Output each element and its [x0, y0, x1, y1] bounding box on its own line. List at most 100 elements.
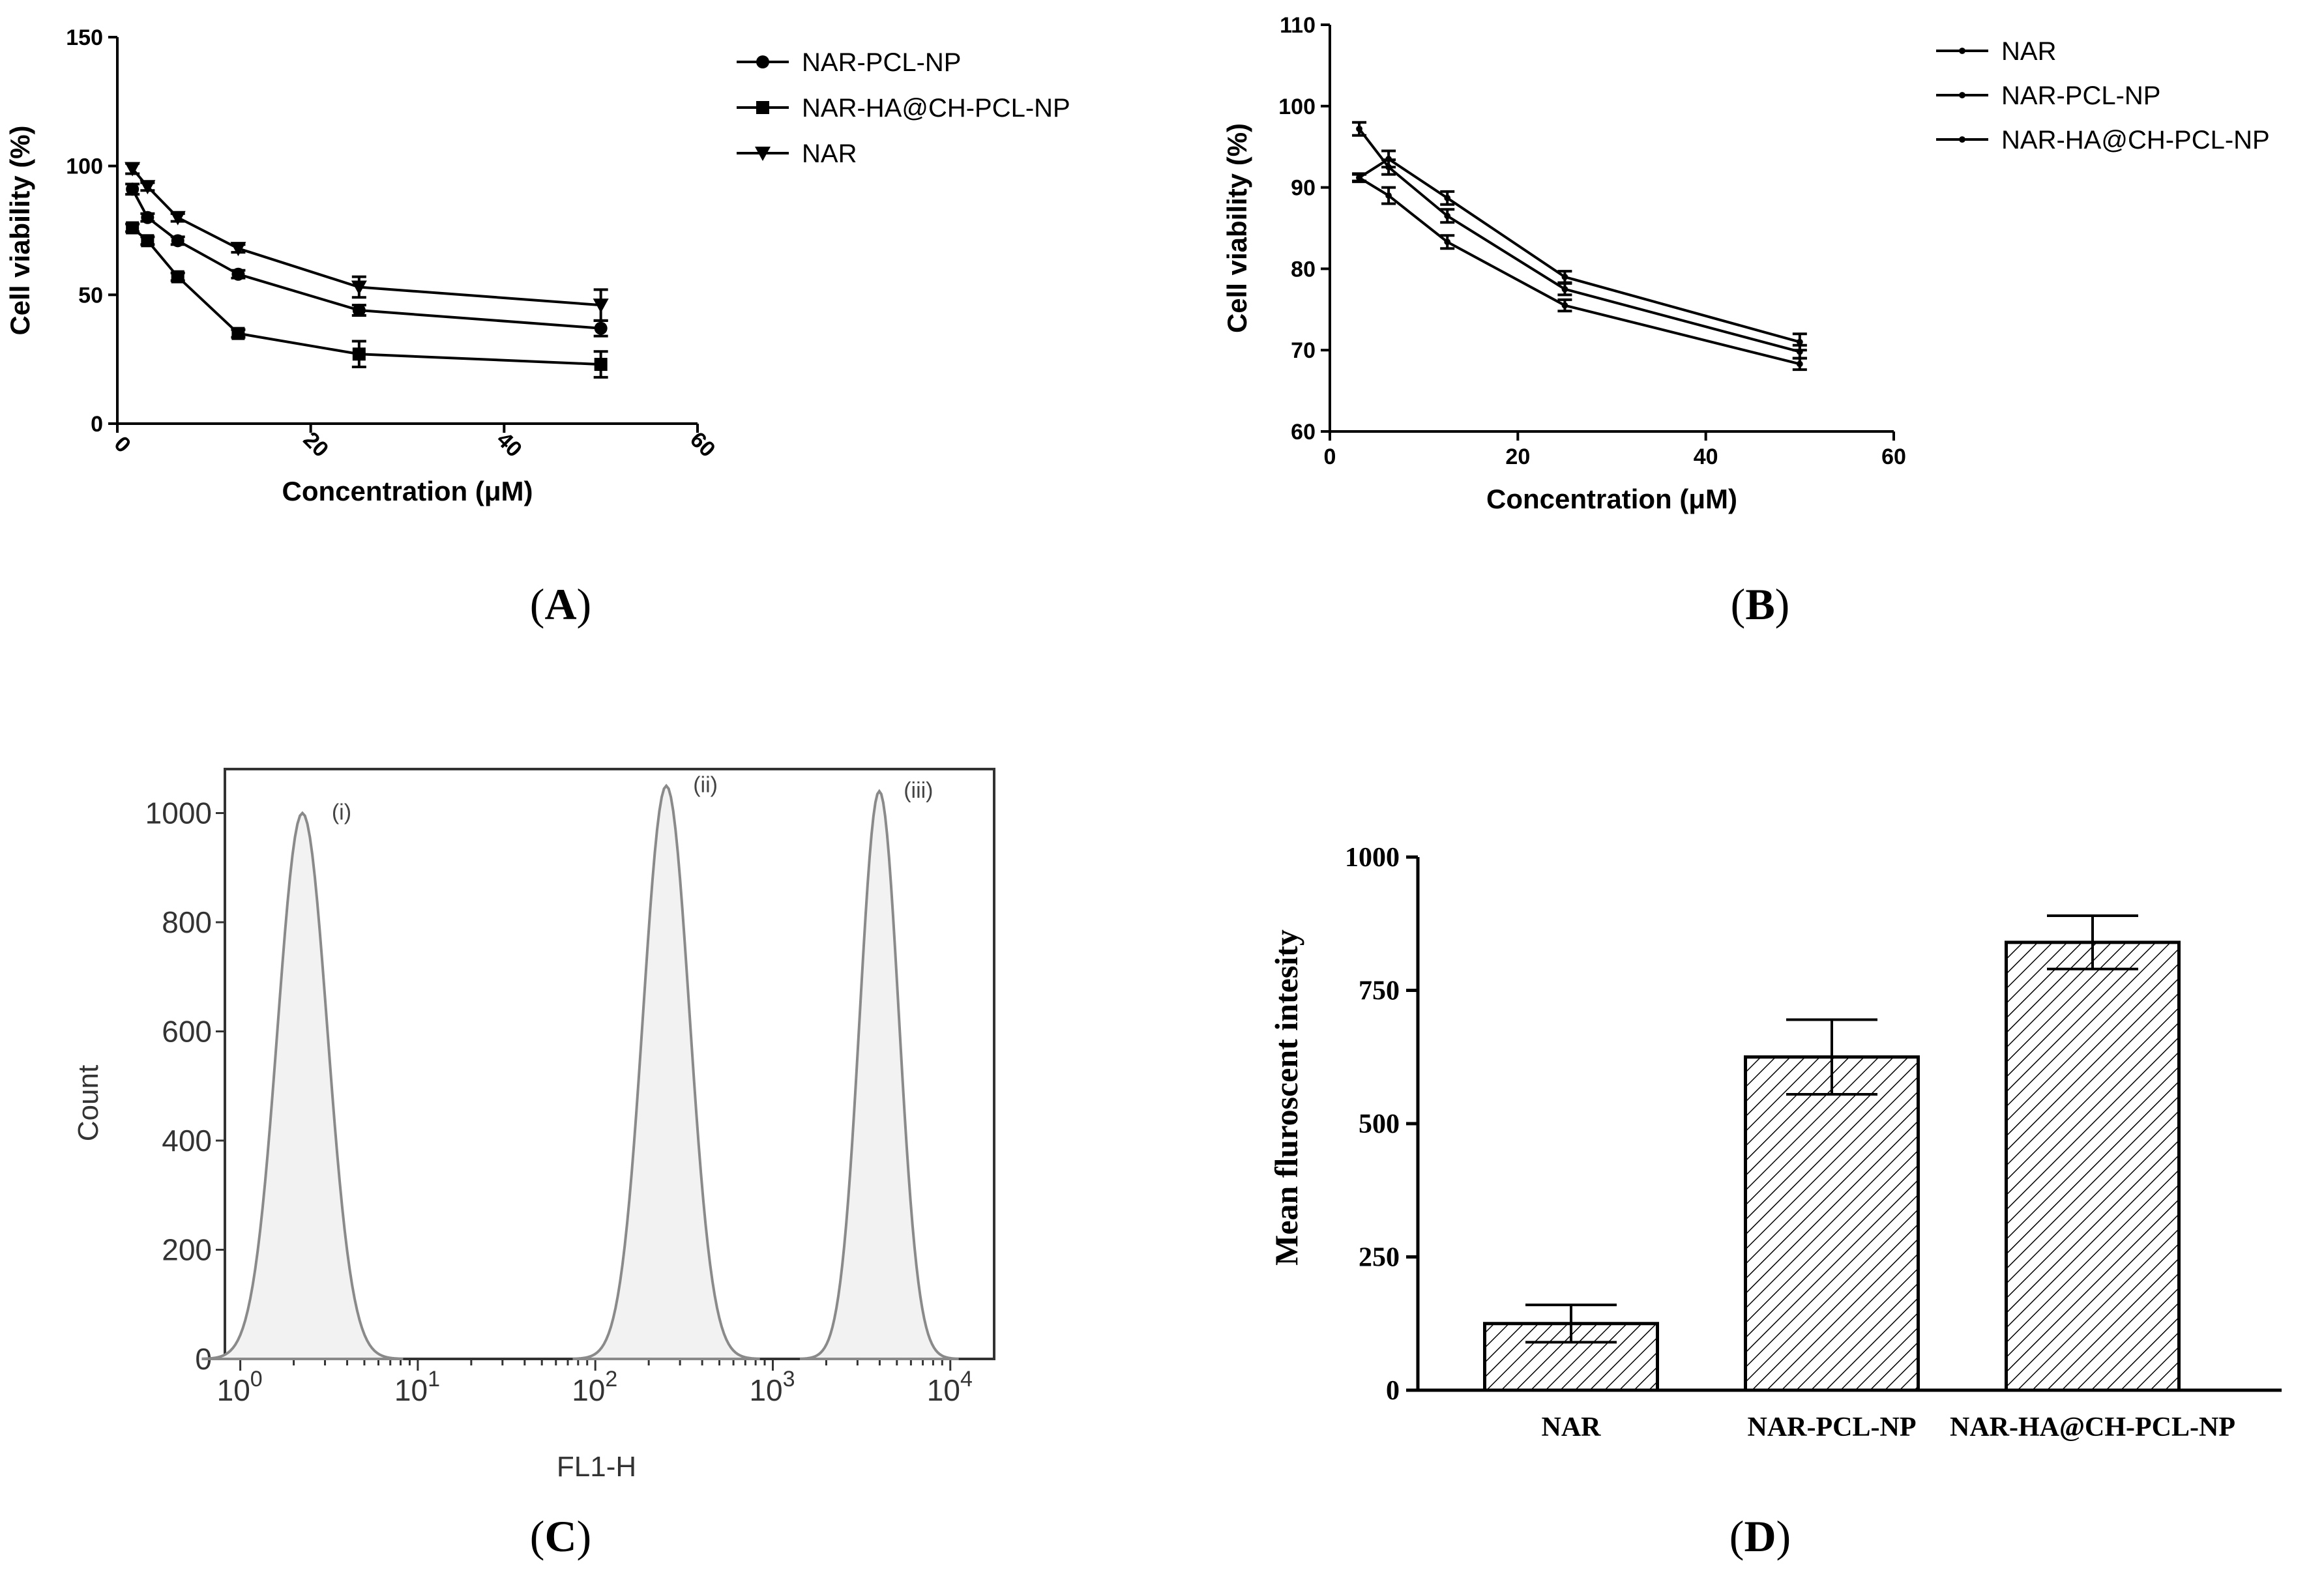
y-tick-label: 1000: [1345, 843, 1400, 873]
data-point: [126, 182, 140, 196]
data-point: [352, 347, 366, 361]
data-point: [1444, 194, 1451, 201]
x-tick-exponent: 3: [783, 1367, 795, 1392]
caption-a: (A): [530, 579, 591, 629]
legend-marker: [1959, 48, 1965, 54]
y-tick-label: 500: [1359, 1109, 1400, 1139]
data-point: [1796, 348, 1803, 355]
y-tick-label: 1000: [145, 796, 212, 830]
y-tick-label: 600: [162, 1015, 212, 1049]
peak-label: (i): [332, 800, 351, 825]
y-tick-label: 80: [1291, 257, 1316, 282]
data-point: [594, 358, 608, 372]
legend-label: NAR: [2001, 37, 2056, 66]
y-tick-label: 90: [1291, 176, 1316, 201]
bar: [2005, 940, 2181, 1392]
x-tick-exponent: 1: [428, 1367, 440, 1392]
x-tick-exponent: 4: [960, 1367, 973, 1392]
data-point: [1356, 174, 1362, 181]
legend-label: NAR-PCL-NP: [802, 48, 961, 77]
y-tick-label: 110: [1280, 13, 1316, 38]
histogram-peak: [572, 783, 760, 1360]
legend-marker: [755, 147, 771, 161]
data-point: [1561, 285, 1568, 293]
data-point: [1356, 125, 1362, 132]
data-point: [171, 270, 184, 284]
data-point: [352, 304, 366, 317]
y-axis-title: Mean fluroscent intesity: [1268, 929, 1304, 1266]
y-tick-label: 800: [162, 905, 212, 939]
data-point: [141, 211, 154, 224]
data-point: [231, 327, 245, 340]
peak-label: (ii): [693, 773, 718, 798]
caption-d: (D): [1729, 1511, 1791, 1561]
legend-label: NAR: [802, 139, 857, 168]
caption-d-letter: D: [1744, 1511, 1776, 1561]
data-point: [171, 234, 184, 248]
x-axis-title: FL1-H: [557, 1451, 636, 1483]
legend-label: NAR-HA@CH-PCL-NP: [802, 94, 1070, 123]
data-point: [1385, 164, 1392, 171]
series-2: [125, 162, 609, 322]
legend-label: NAR-PCL-NP: [2001, 81, 2160, 110]
data-point: [1561, 302, 1568, 309]
svg-text:(D): (D): [1729, 1511, 1791, 1561]
x-tick-label: 101: [394, 1367, 440, 1407]
caption-b: (B): [1731, 579, 1790, 629]
x-tick-label: 60: [1881, 445, 1906, 469]
y-tick-label: 250: [1359, 1243, 1400, 1273]
data-point: [1796, 338, 1803, 345]
y-tick-label: 0: [1386, 1376, 1400, 1406]
y-tick-label: 50: [78, 283, 103, 308]
legend-marker: [1959, 92, 1965, 98]
data-point: [351, 280, 367, 295]
x-tick-base: 10: [217, 1373, 250, 1407]
caption-c-letter: C: [544, 1511, 576, 1561]
y-tick-label: 60: [1291, 420, 1316, 445]
y-axis-title: Cell viability (%): [1222, 123, 1252, 333]
data-point: [126, 221, 140, 235]
series-line: [131, 188, 601, 330]
x-tick-label: 20: [1505, 445, 1530, 469]
x-axis-title: Concentration (μM): [1486, 484, 1737, 514]
data-point: [1444, 212, 1451, 220]
data-point: [1444, 239, 1451, 246]
series-1: [1352, 121, 1807, 360]
x-tick-base: 10: [572, 1373, 605, 1407]
caption-a-letter: A: [544, 579, 576, 629]
series-1: [125, 221, 608, 379]
x-tick-label: NAR-HA@CH-PCL-NP: [1950, 1412, 2235, 1442]
legend-marker: [1959, 136, 1965, 143]
x-tick-label: 104: [927, 1367, 973, 1407]
x-tick-label: 102: [572, 1367, 617, 1407]
caption-c: (C): [530, 1511, 591, 1561]
data-point: [125, 162, 141, 177]
y-tick-label: 150: [66, 25, 103, 50]
y-tick-label: 0: [91, 412, 103, 437]
series-line: [1358, 128, 1801, 353]
y-tick-label: 70: [1291, 338, 1316, 363]
series-0: [125, 182, 608, 338]
data-point: [169, 211, 186, 226]
panel-a: 0 50 100 150 0 20 40 60 Concentration (μM) Cell v…: [5, 25, 1070, 506]
x-tick-label: NAR-PCL-NP: [1748, 1412, 1917, 1442]
bar: [1744, 1055, 1920, 1392]
x-tick-label: 60: [685, 427, 720, 462]
y-axis-title: Cell viability (%): [5, 125, 35, 335]
panel-b: 60 70 80 90 100 110 0 20 40 60 Concentration (μM) C…: [1222, 13, 2270, 514]
svg-text:(A): (A): [530, 579, 591, 629]
data-point: [230, 242, 246, 257]
histogram-peak: [800, 789, 959, 1360]
y-tick-label: 100: [1278, 95, 1316, 119]
data-point: [1561, 273, 1568, 280]
x-tick-base: 10: [394, 1373, 428, 1407]
series-line: [1359, 176, 1801, 366]
y-axis-title: Count: [72, 1065, 104, 1141]
series-2: [1352, 173, 1807, 372]
x-tick-label: 20: [299, 427, 334, 462]
x-tick-label: 0: [110, 431, 136, 458]
legend-marker: [756, 101, 769, 114]
x-tick-label: 40: [492, 427, 527, 462]
x-tick-exponent: 0: [250, 1367, 263, 1392]
